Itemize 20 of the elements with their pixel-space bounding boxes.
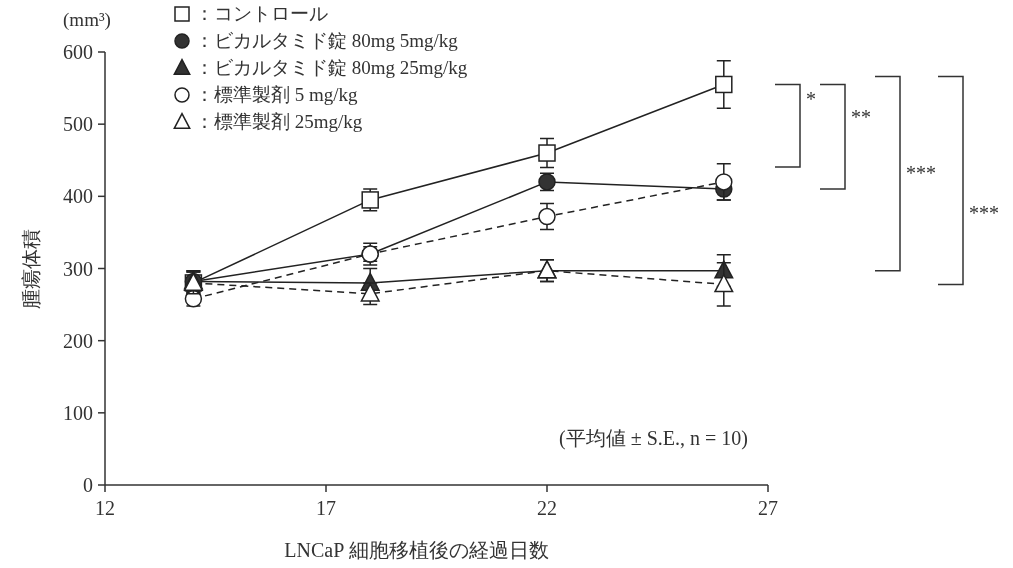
- legend-label: ：ビカルタミド錠 80mg 25mg/kg: [195, 57, 468, 78]
- y-tick-label: 600: [63, 41, 93, 63]
- legend-label: ：コントロール: [195, 3, 328, 24]
- y-axis-title: 腫瘍体積: [20, 228, 42, 309]
- annotation: (平均値 ± S.E., n = 10): [559, 427, 748, 450]
- y-tick-label: 0: [83, 474, 93, 496]
- legend-label: ：ビカルタミド錠 80mg 5mg/kg: [195, 30, 459, 51]
- x-axis-title: LNCaP 細胞移植後の経過日数: [284, 539, 549, 561]
- x-tick-label: 12: [95, 497, 115, 519]
- legend-label: ：標準製剤 25mg/kg: [195, 111, 363, 132]
- x-tick-label: 17: [316, 497, 336, 519]
- y-tick-label: 100: [63, 401, 93, 424]
- x-tick-label: 22: [537, 497, 557, 519]
- legend-label: ：標準製剤 5 mg/kg: [195, 84, 359, 105]
- y-tick-label: 400: [63, 185, 93, 208]
- y-tick-label: 200: [63, 329, 93, 352]
- text: (mm³): [63, 9, 111, 31]
- x-tick-label: 27: [758, 497, 778, 519]
- y-tick-label: 500: [63, 113, 93, 136]
- y-tick-label: 300: [63, 257, 93, 280]
